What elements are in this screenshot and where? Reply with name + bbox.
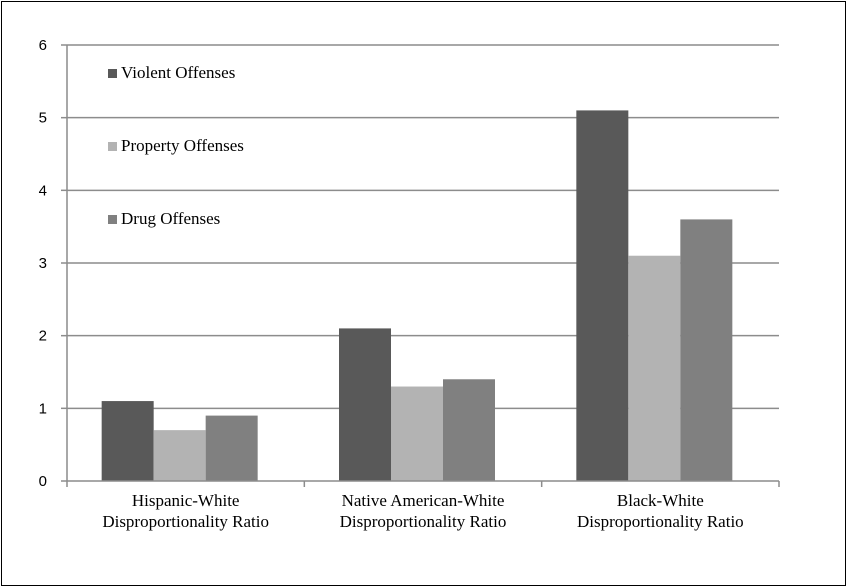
x-category-label: Native American-White	[342, 491, 505, 510]
legend-label: Property Offenses	[121, 136, 244, 155]
x-category-label: Black-White	[617, 491, 704, 510]
bar-drug-offenses-0	[205, 415, 258, 481]
legend-label: Drug Offenses	[121, 209, 220, 228]
x-category-label: Disproportionality Ratio	[102, 512, 269, 531]
y-tick-label: 5	[39, 110, 47, 127]
legend-label: Violent Offenses	[121, 63, 235, 82]
bar-property-offenses-0	[153, 430, 206, 481]
bar-drug-offenses-1	[443, 379, 495, 481]
bar-property-offenses-1	[391, 386, 443, 481]
bar-drug-offenses-2	[680, 219, 733, 481]
legend-swatch	[108, 142, 117, 151]
y-tick-label: 4	[39, 182, 47, 199]
x-axis-labels: Hispanic-White Disproportionality Ratio Na…	[102, 491, 743, 531]
x-category-label: Disproportionality Ratio	[340, 512, 507, 531]
y-tick-label: 3	[39, 255, 47, 272]
bar-violent-offenses-1	[339, 328, 391, 481]
y-tick-label: 1	[39, 400, 47, 417]
bar-property-offenses-2	[628, 255, 681, 481]
bar-violent-offenses-2	[576, 110, 629, 482]
y-tick-label: 6	[39, 37, 47, 54]
y-axis-ticks: 0 1 2 3 4 5 6	[39, 37, 67, 490]
legend-swatch	[108, 69, 117, 78]
bar-violent-offenses-0	[101, 401, 154, 481]
legend-swatch	[108, 215, 117, 224]
y-tick-label: 2	[39, 328, 47, 345]
y-tick-label: 0	[39, 473, 47, 490]
x-category-label: Hispanic-White	[132, 491, 240, 510]
x-category-label: Disproportionality Ratio	[577, 512, 744, 531]
legend: Violent Offenses Property Offenses Drug Of…	[108, 63, 244, 228]
bars	[101, 110, 733, 482]
